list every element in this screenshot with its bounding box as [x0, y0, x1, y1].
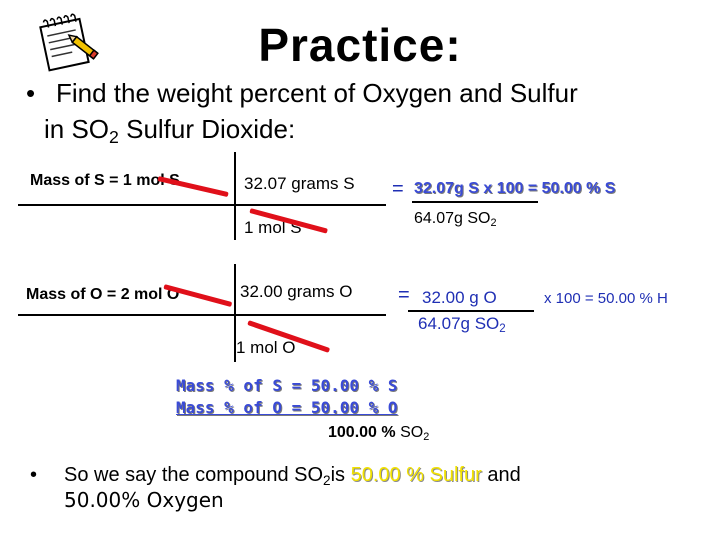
sulfur-col-divider — [234, 152, 236, 240]
oxygen-result-tail: x 100 = 50.00 % H — [544, 290, 668, 307]
bullet-1: • — [26, 78, 35, 109]
summary-oxygen-percent: Mass % of O = 50.00 % O — [176, 398, 398, 417]
oxygen-denominator: 1 mol O — [236, 338, 296, 357]
summary-total: 100.00 % SO2 — [328, 424, 430, 444]
sulfur-numerator: 32.07 grams S — [244, 174, 355, 193]
oxygen-result-fraction-bar — [408, 310, 534, 312]
sulfur-mass-label: Mass of S = 1 mol S — [30, 172, 180, 189]
sulfur-highlight: 50.00 % Sulfur — [350, 464, 482, 486]
oxygen-numerator: 32.00 grams O — [240, 282, 353, 301]
oxygen-result: 32.00 g O — [422, 288, 497, 307]
bullet-1-line-1: Find the weight percent of Oxygen and Su… — [56, 78, 578, 108]
sulfur-result-fraction-bar — [412, 201, 538, 203]
bullet-2-line-1: So we say the compound SO2is 50.00 % Sul… — [64, 464, 521, 488]
summary-total-value: 100.00 % — [328, 424, 396, 441]
sulfur-row-divider — [18, 204, 386, 206]
bullet-marker: • — [26, 78, 36, 108]
sulfur-equals: = — [392, 178, 404, 200]
oxygen-col-divider — [234, 264, 236, 362]
oxygen-row-divider — [18, 314, 386, 316]
page-title: Practice: — [258, 19, 462, 71]
sulfur-result: 32.07g S x 100 = 50.00 % S — [414, 180, 616, 197]
bullet-1-line-2: in SO2 Sulfur Dioxide: — [44, 114, 296, 147]
summary-sulfur-percent: Mass % of S = 50.00 % S — [176, 376, 398, 395]
oxygen-equals: = — [398, 284, 410, 306]
sulfur-result-denominator: 64.07g SO2 — [414, 210, 497, 230]
bullet-2: • — [30, 464, 37, 487]
notepad-pencil-icon — [34, 12, 100, 72]
oxygen-result-denominator: 64.07g SO2 — [418, 314, 506, 336]
oxygen-mass-label: Mass of O = 2 mol O — [26, 286, 180, 303]
bullet-marker: • — [30, 464, 38, 486]
bullet-2-line-2: 50.00% Oxygen — [64, 488, 224, 512]
